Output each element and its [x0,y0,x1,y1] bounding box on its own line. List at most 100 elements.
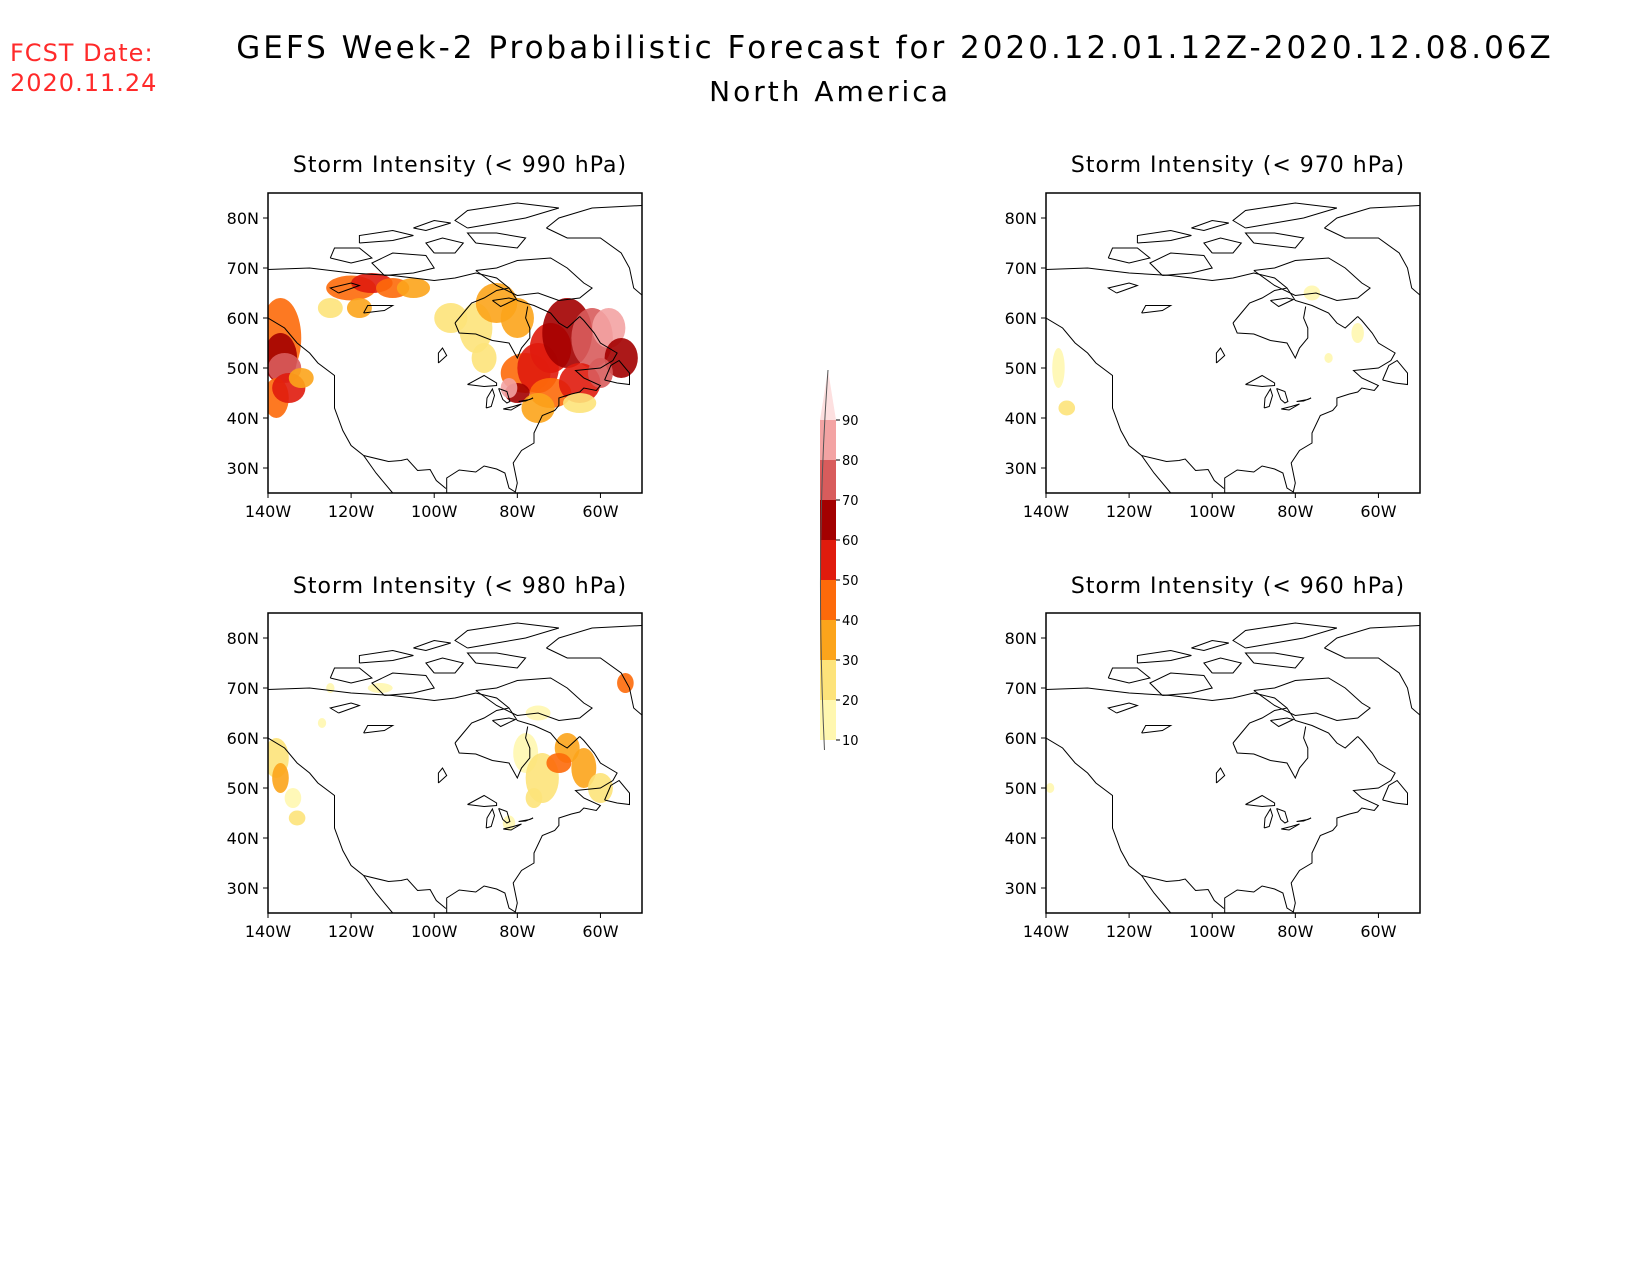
probability-region [284,788,302,808]
coastline [268,687,510,709]
coastline [1324,624,1420,716]
forecast-date-label: FCST Date: [10,39,154,67]
coastline [1107,247,1152,264]
coastline [1136,649,1192,664]
coastline [1191,219,1229,232]
panel-title-960: Storm Intensity (< 960 hPa) [1070,574,1406,599]
map-frame [267,192,643,494]
lon-tick-label: 60W [582,502,618,521]
lat-tick-label: 70N [1005,679,1037,698]
probability-region [525,788,543,808]
coastline [363,455,447,489]
coastline [1244,652,1305,669]
panel-title-980: Storm Intensity (< 980 hPa) [292,574,628,599]
coastline [1046,267,1288,289]
coastline [1281,823,1300,831]
lon-tick-label: 120W [328,922,375,941]
lat-tick-label: 40N [1005,409,1037,428]
page-title: GEFS Week-2 Probabilistic Forecast for 2… [236,30,1554,66]
coastline [1046,737,1172,913]
coastline [1107,667,1152,684]
lat-tick-label: 60N [1005,309,1037,328]
coastline [425,657,465,674]
lat-tick-label: 80N [227,629,259,648]
probability-region [1052,348,1065,388]
coastline [485,807,496,829]
lat-tick-label: 70N [227,679,259,698]
coastline [498,388,511,404]
colorbar-segment [820,420,836,460]
lat-tick-label: 80N [227,209,259,228]
colorbar-segment [820,460,836,500]
colorbar-label: 90 [842,414,859,429]
coastline [454,202,560,229]
lat-tick-label: 80N [1005,209,1037,228]
lon-tick-label: 80W [499,922,535,941]
coastline [1106,702,1139,714]
coastline [363,725,395,734]
coastline [358,649,414,664]
coastline [604,779,630,806]
probability-region [500,298,534,338]
coastline [466,652,527,669]
coastline [1245,794,1276,808]
lat-tick-label: 50N [1005,359,1037,378]
coastline [413,219,451,232]
map-frame [267,612,643,914]
lat-tick-label: 30N [1005,459,1037,478]
lon-tick-label: 80W [1277,922,1313,941]
coastline [1141,725,1173,734]
probability-region [346,298,372,318]
coastline [413,639,451,652]
coastline [1232,622,1338,649]
coastline [454,726,531,780]
panel-title-970: Storm Intensity (< 970 hPa) [1070,153,1406,178]
probability-region [571,748,597,788]
lat-tick-label: 50N [227,359,259,378]
probability-region [521,393,555,423]
coastline [363,305,395,314]
colorbar-label: 80 [842,454,859,469]
colorbar-segment [820,580,836,620]
lat-tick-label: 50N [1005,779,1037,798]
coastline [1276,388,1289,404]
probability-region [1058,400,1076,416]
coastline [467,794,498,808]
page-subtitle: North America [709,75,951,108]
lon-tick-label: 140W [1023,502,1070,521]
lat-tick-label: 80N [1005,629,1037,648]
coastline [518,817,534,822]
map-990: 80N 70N 60N 50N 40N 30N 140W 120W 100W 80W 60W [227,192,643,521]
lat-tick-label: 40N [1005,829,1037,848]
lat-tick-label: 30N [227,879,259,898]
probability-region [546,753,572,773]
probability-region [317,298,343,318]
coastline [518,397,534,402]
map-980: 80N 70N 60N 50N 40N 30N 140W 120W 100W 80W 60W [227,612,643,941]
coastline [604,359,630,386]
lat-tick-label: 30N [227,459,259,478]
coastline [485,387,496,409]
lat-tick-label: 30N [1005,879,1037,898]
coastline [1245,374,1276,388]
forecast-date-block: FCST Date: 2020.11.24 [10,38,157,98]
coastline [454,707,581,749]
coastline [1141,875,1225,909]
coastline [1224,736,1396,913]
coastline [363,875,447,909]
coastline [1149,252,1214,276]
coastline [492,717,517,728]
lat-tick-label: 60N [227,309,259,328]
colorbar-segment [820,660,836,700]
coastline [1232,287,1359,329]
lon-tick-label: 60W [1360,922,1396,941]
coastline [454,622,560,649]
coastline [1215,347,1226,364]
coastline [454,306,531,360]
coastline [1232,707,1359,749]
coastline [437,347,448,364]
lon-tick-label: 80W [499,502,535,521]
coastline [1253,257,1371,302]
probability-region [434,303,468,333]
coastline [503,403,522,411]
